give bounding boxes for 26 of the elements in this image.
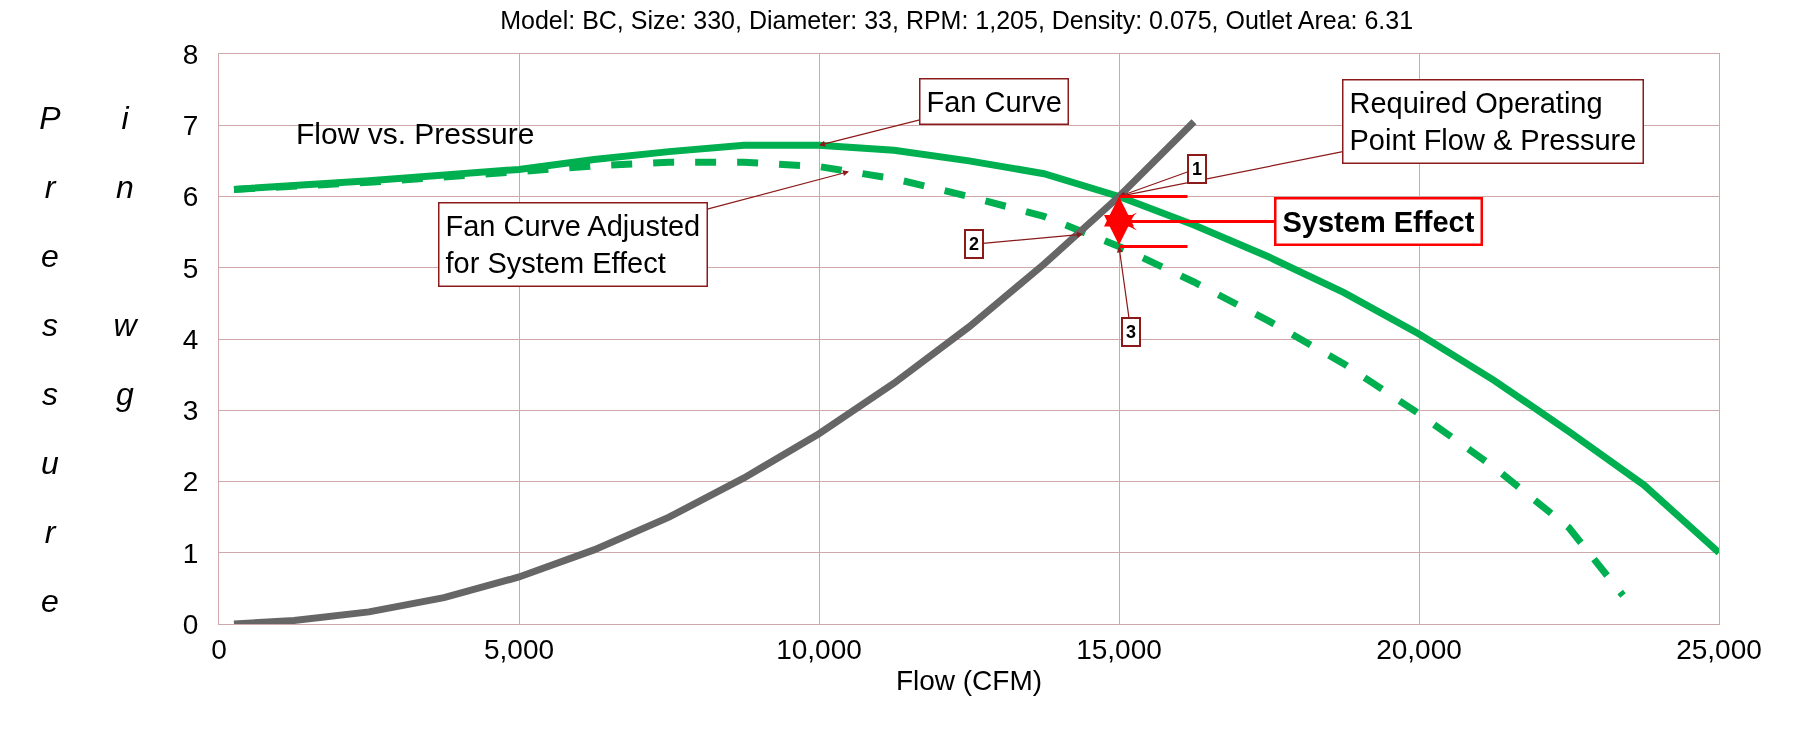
x-tick-label: 0 [211,633,227,665]
y-tick-label: 2 [182,466,199,498]
x-axis-title: Flow (CFM) [895,664,1043,696]
chart-title: Model: BC, Size: 330, Diameter: 33, RPM: 1,205, Density: 0.075, Outlet Area: 6.31 [500,5,1414,34]
x-tick-label: 5,000 [483,633,555,665]
y-tick-label: 4 [182,323,199,355]
annotation: Required Operating Point Flow & Pressure [1349,86,1637,157]
y-tick-label: 0 [182,608,199,640]
x-tick-label: 10,000 [776,633,862,665]
annotation: Flow vs. Pressure [296,117,535,150]
y-tick-label: 1 [182,537,199,569]
annotation: 3 [1126,322,1137,342]
x-tick-label: 20,000 [1376,633,1462,665]
annotation: Fan Curve [926,85,1062,118]
x-tick-label: 25,000 [1676,633,1762,665]
y-tick-label: 8 [182,38,199,70]
y-tick-label: 7 [182,110,199,142]
annotation: Fan Curve Adjusted for System Effect [445,209,701,280]
x-tick-label: 15,000 [1076,633,1162,665]
y-tick-label: 3 [182,395,199,427]
text: Pressure in wg [32,100,143,652]
y-tick-label: 6 [182,181,199,213]
annotation: 2 [969,234,980,254]
annotation: System Effect [1282,205,1475,238]
y-tick-label: 5 [182,252,199,284]
annotation: 1 [1192,159,1203,179]
